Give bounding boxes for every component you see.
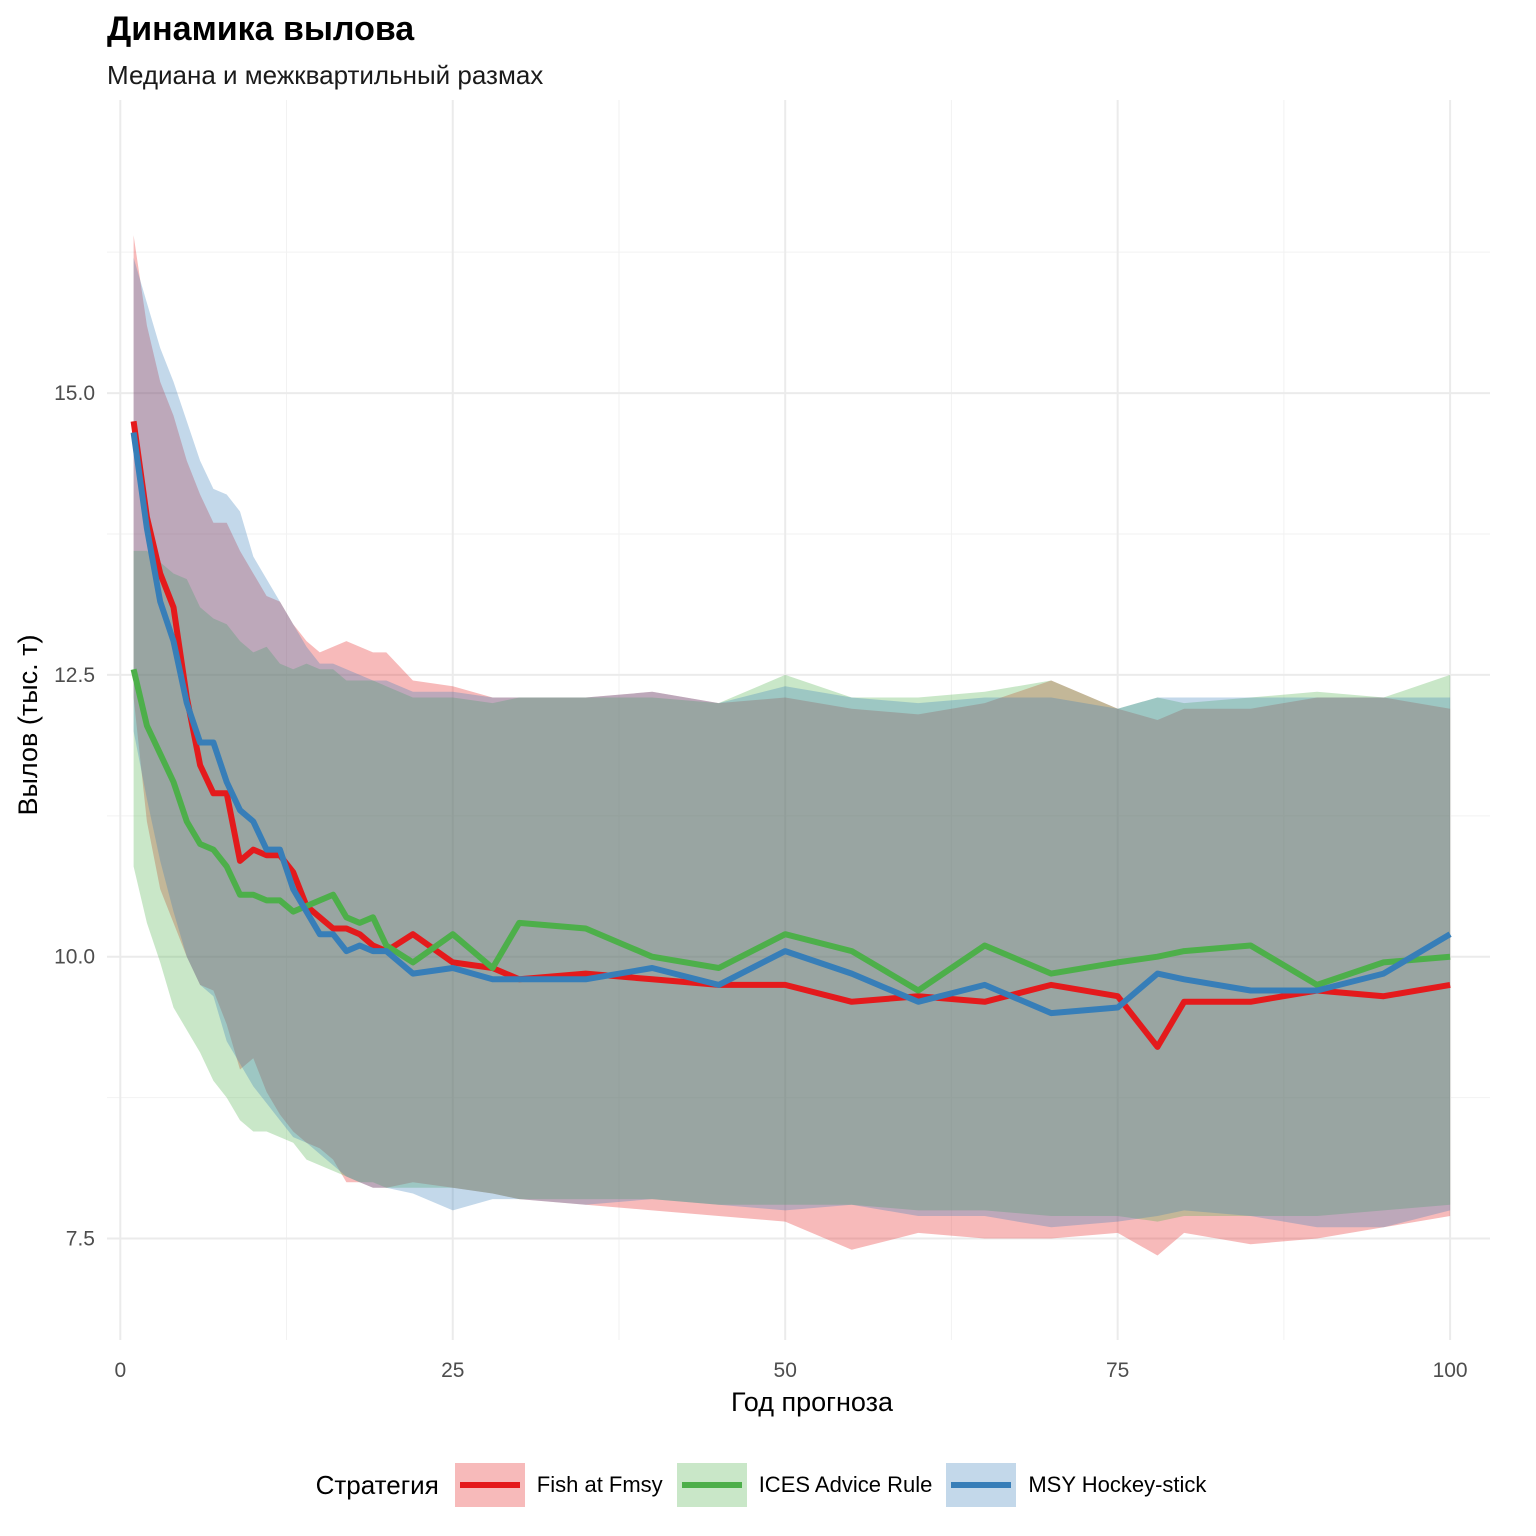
legend-label: Fish at Fmsy [536, 1472, 663, 1497]
median-line-msy-hockey-stick [130, 432, 1452, 1017]
legend-item-fish-at-fmsy: Fish at Fmsy [454, 1463, 663, 1507]
legend-key-ices-advice-rule [676, 1463, 747, 1507]
grid-lines [107, 100, 1490, 1340]
y-tick-label: 10.0 [54, 946, 95, 969]
chart-subtitle: Медиана и межквартильный размах [107, 60, 544, 90]
iqr-ribbon-ices-advice-rule [133, 550, 1451, 1222]
legend-key-fish-at-fmsy [454, 1463, 525, 1507]
legend-label: ICES Advice Rule [758, 1472, 933, 1497]
legend: Стратегия Fish at Fmsy ICES Advice Rule … [0, 1455, 1536, 1515]
x-tick-label: 50 [774, 1359, 797, 1382]
x-tick-label: 0 [114, 1359, 126, 1382]
median-lines [130, 420, 1452, 1050]
x-tick-label: 100 [1433, 1359, 1468, 1382]
iqr-ribbon-msy-hockey-stick [133, 257, 1451, 1228]
x-axis-title: Год прогноза [731, 1387, 894, 1417]
iqr-ribbons [133, 235, 1451, 1256]
legend-title: Стратегия [315, 1469, 439, 1500]
median-line-ices-advice-rule [130, 668, 1451, 994]
x-tick-label: 25 [441, 1359, 464, 1382]
tick-labels: 0 25 50 75 100 7.5 10.0 12.5 15.0 [54, 382, 1468, 1382]
legend-item-msy-hockey-stick: MSY Hockey-stick [946, 1463, 1206, 1507]
legend-item-ices-advice-rule: ICES Advice Rule [676, 1463, 933, 1507]
y-tick-label: 15.0 [54, 382, 95, 405]
y-tick-label: 12.5 [54, 664, 95, 687]
y-tick-label: 7.5 [66, 1228, 95, 1251]
x-tick-label: 75 [1106, 1359, 1129, 1382]
legend-label: MSY Hockey-stick [1028, 1472, 1207, 1497]
chart-title: Динамика вылова [107, 10, 415, 48]
legend-key-msy-hockey-stick [946, 1463, 1017, 1507]
y-axis-title: Вылов (тыс. т) [13, 635, 43, 816]
